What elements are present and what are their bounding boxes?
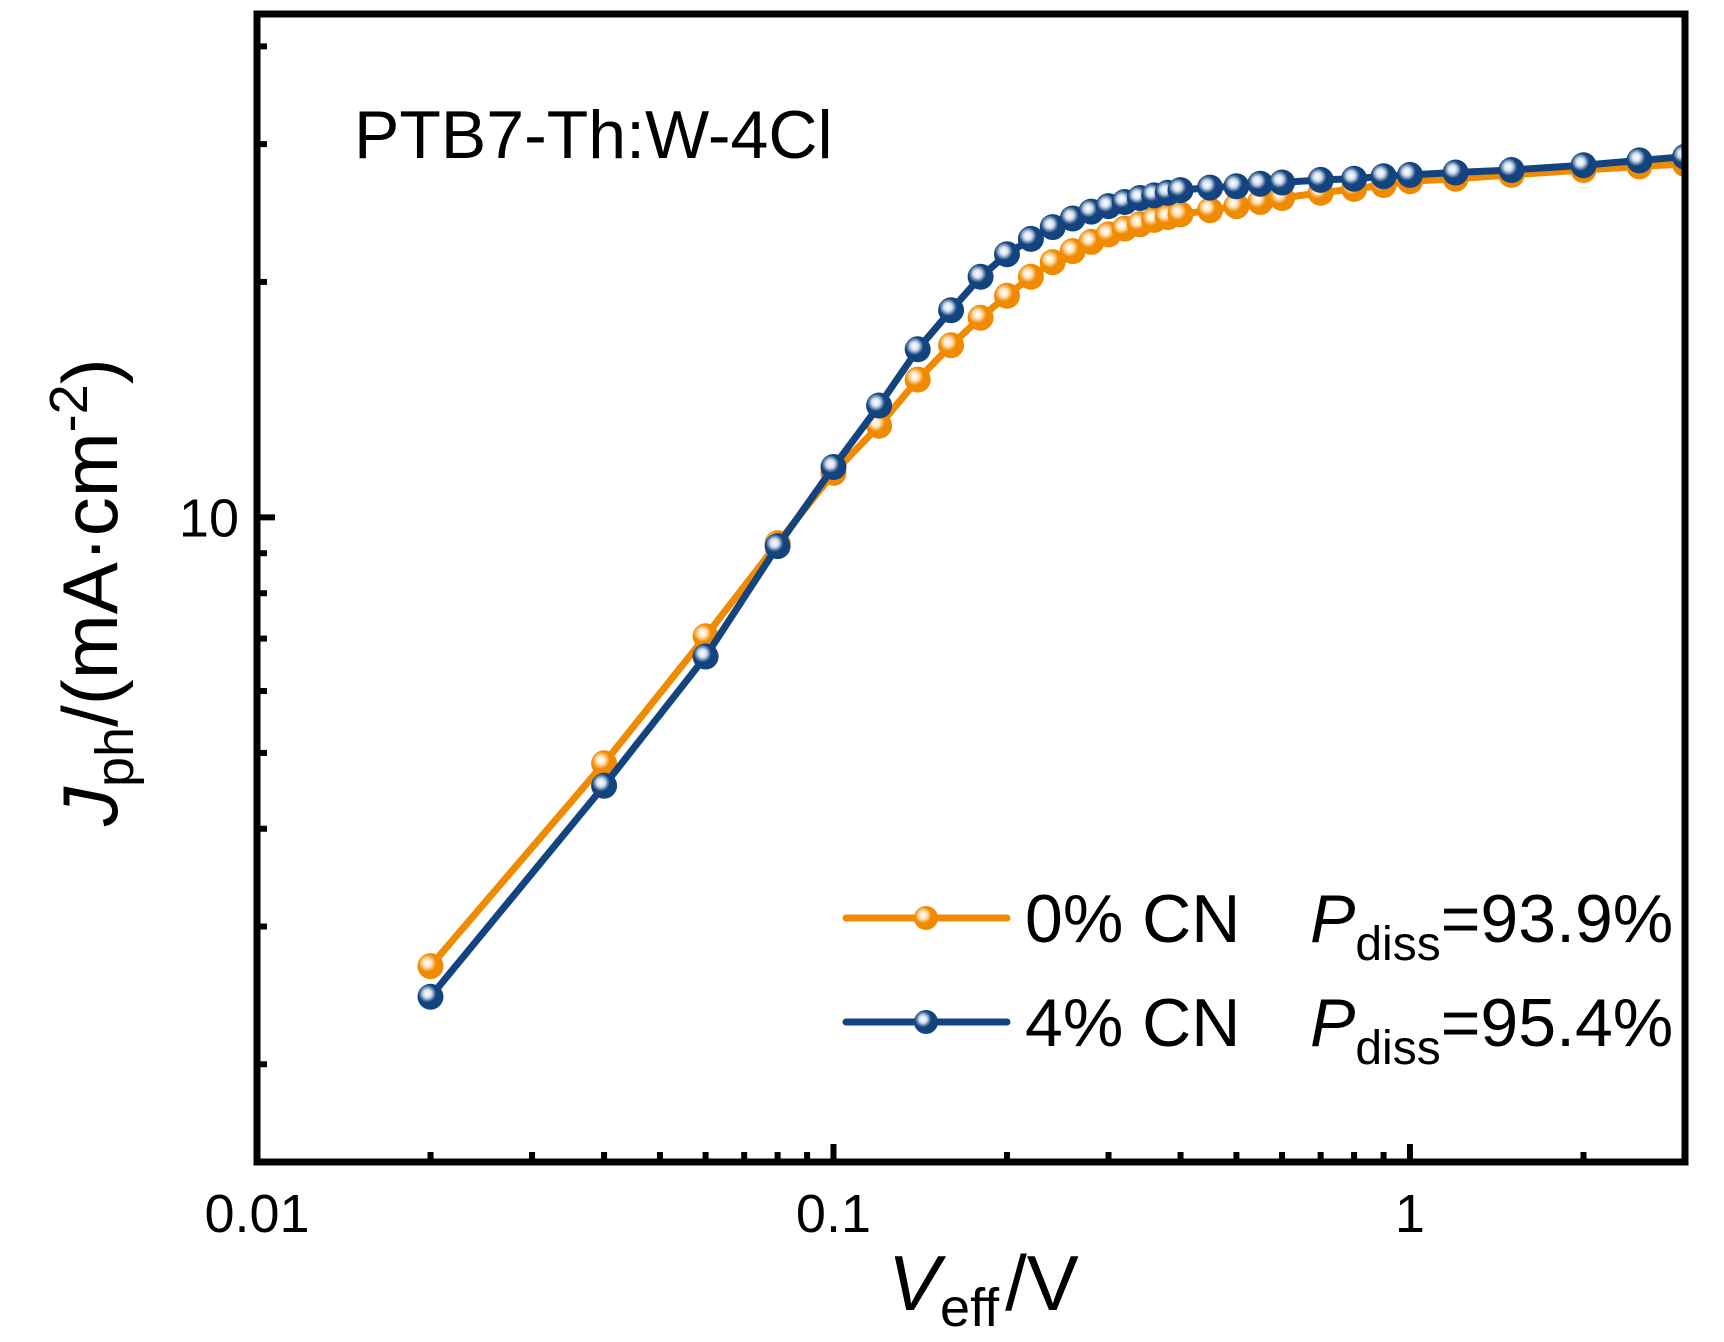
legend-label-1: 4% CN	[1025, 985, 1240, 1061]
data-point	[1570, 152, 1597, 179]
data-point	[967, 263, 994, 290]
data-point	[994, 282, 1020, 309]
data-point	[1223, 193, 1250, 220]
data-point	[866, 392, 893, 419]
data-point	[1341, 165, 1368, 192]
legend-pdiss-1: Pdiss=95.4%	[1310, 985, 1673, 1075]
data-point	[1197, 197, 1223, 224]
legend-pdiss-symbol-0: P	[1310, 881, 1355, 957]
plot-frame	[253, 10, 1689, 1166]
legend-pdiss-symbol-1: P	[1310, 985, 1355, 1061]
legend-pdiss-sub-1: diss	[1355, 1022, 1440, 1075]
legend-item-1: 4% CN Pdiss=95.4%	[842, 985, 1673, 1075]
data-point	[1307, 166, 1334, 193]
x-axis-title-unit: /V	[1005, 1239, 1079, 1327]
x-axis-title-sub: eff	[940, 1278, 1000, 1338]
data-point	[967, 304, 994, 331]
series-layer	[417, 143, 1685, 1010]
data-point	[1017, 225, 1044, 252]
data-point	[417, 983, 444, 1010]
y-axis-title-close: )	[46, 358, 134, 384]
legend-pdiss-value-0: =93.9%	[1441, 881, 1674, 957]
data-point	[1269, 169, 1296, 196]
y-axis-title: Jph/(mA·cm-2)	[39, 358, 145, 827]
data-point	[904, 336, 931, 363]
y-axis-title-main: J	[46, 786, 134, 827]
legend: 0% CN Pdiss=93.9% 4% CN Pdiss=95.4%	[842, 881, 1673, 1075]
y-axis-title-sub: ph	[85, 727, 145, 787]
data-point	[764, 533, 791, 560]
legend-pdiss-0: Pdiss=93.9%	[1310, 881, 1673, 971]
data-point	[1167, 177, 1194, 204]
x-axis-title-main: V	[888, 1239, 947, 1327]
data-point	[1167, 201, 1194, 228]
series-1	[417, 143, 1685, 1010]
legend-item-0: 0% CN Pdiss=93.9%	[842, 881, 1673, 971]
x-axis: 0.01 0.1 1	[204, 1144, 1587, 1244]
y-tick-label: 10	[179, 488, 239, 548]
data-point	[1498, 157, 1525, 183]
series-0	[417, 151, 1685, 980]
data-point	[938, 332, 965, 359]
data-point	[938, 297, 965, 324]
data-point	[1442, 159, 1469, 186]
legend-pdiss-value-1: =95.4%	[1441, 985, 1674, 1061]
legend-pdiss-sub-0: diss	[1355, 918, 1440, 971]
data-point	[1017, 263, 1044, 290]
y-axis: 10	[179, 43, 275, 1068]
legend-marker-0	[914, 906, 938, 930]
data-point	[820, 454, 847, 480]
x-tick-label: 1	[1395, 1184, 1425, 1244]
data-point	[904, 366, 931, 393]
data-point	[1397, 161, 1423, 188]
data-point	[1247, 170, 1274, 197]
data-point	[692, 643, 719, 670]
x-tick-label: 0.01	[204, 1184, 309, 1244]
y-axis-title-unit: /(mA·cm	[46, 432, 134, 727]
data-point	[1626, 147, 1653, 174]
data-point	[1039, 249, 1066, 276]
series-line-1	[427, 153, 1685, 1001]
data-point	[1247, 189, 1274, 215]
data-point	[1370, 163, 1397, 190]
y-axis-title-sup: -2	[39, 384, 99, 432]
sample-annotation: PTB7-Th:W-4Cl	[354, 97, 833, 173]
data-point	[591, 772, 618, 799]
data-point	[1197, 174, 1223, 201]
data-point	[591, 750, 618, 777]
legend-marker-1	[914, 1010, 938, 1034]
data-point	[1039, 214, 1066, 241]
data-point	[994, 241, 1020, 268]
x-axis-title: Veff/V	[888, 1239, 1079, 1338]
data-point	[417, 953, 444, 980]
x-tick-label: 0.1	[796, 1184, 871, 1244]
data-point	[1223, 173, 1250, 200]
legend-label-0: 0% CN	[1025, 881, 1240, 957]
series-line-0	[427, 160, 1685, 970]
